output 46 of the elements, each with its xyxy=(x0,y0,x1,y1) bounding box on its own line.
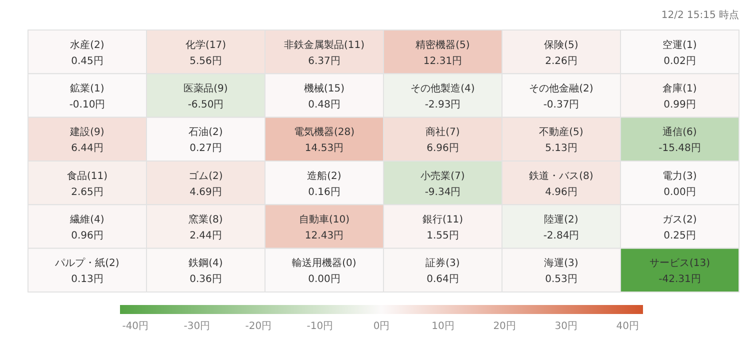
data-label: 非鉄金属製品(11) 6.37円 xyxy=(284,38,365,67)
data-label: 自動車(10) 12.43円 xyxy=(298,214,350,242)
data-label: 証券(3) 0.64円 xyxy=(426,257,460,286)
data-label: 輸送用機器(0) 0.00円 xyxy=(292,257,356,286)
color-bar-label: -30円 xyxy=(184,321,210,332)
data-label: 化学(17) 5.56円 xyxy=(185,38,226,67)
data-label: その他金融(2) -0.37円 xyxy=(529,82,594,110)
data-label: 繊維(4) 0.96円 xyxy=(69,214,104,242)
data-label: 食品(11) 2.65円 xyxy=(66,170,108,198)
data-label: 鉄道・バス(8) 4.96円 xyxy=(529,170,594,198)
data-label: 造船(2) 0.16円 xyxy=(307,170,342,198)
text: 12/2 15:15 時点 xyxy=(661,9,739,21)
data-label: 銀行(11) 1.55円 xyxy=(422,214,464,242)
color-bar-label: 0円 xyxy=(373,321,390,332)
color-bar-label: 40円 xyxy=(616,321,639,332)
data-label: 建設(9) 6.44円 xyxy=(69,126,104,154)
data-label: 保険(5) 2.26円 xyxy=(544,40,578,67)
data-label: ガス(2) 0.25円 xyxy=(662,214,697,242)
color-bar-label: -10円 xyxy=(306,321,334,332)
data-label: 倉庫(1) 0.99円 xyxy=(662,82,697,110)
data-label: 海運(3) 0.53円 xyxy=(544,257,578,286)
data-label: パルプ・紙(2) 0.13円 xyxy=(54,257,120,286)
data-label: 空運(1) 0.02円 xyxy=(662,38,697,67)
data-label: 鉄鋼(4) 0.36円 xyxy=(188,257,223,286)
data-label: 機械(15) 0.48円 xyxy=(304,82,345,110)
data-label: 商社(7) 6.96円 xyxy=(426,126,460,154)
data-label: サービス(13) -42.31円 xyxy=(649,258,710,286)
data-label: 電気機器(28) 14.53円 xyxy=(294,126,355,154)
data-label: 精密機器(5) 12.31円 xyxy=(416,38,470,67)
data-label: 窯業(8) 2.44円 xyxy=(188,214,223,242)
color-bar-label: -40円 xyxy=(122,321,149,332)
color-bar-label: 10円 xyxy=(432,321,454,332)
color-bar-label: 30円 xyxy=(554,321,578,332)
data-label: 水産(2) 0.45円 xyxy=(70,38,104,67)
data-label: 石油(2) 0.27円 xyxy=(188,126,223,154)
data-label: 小売業(7) -9.34円 xyxy=(420,170,465,198)
data-label: 不動産(5) 5.13円 xyxy=(539,126,584,154)
data-label: 医薬品(9) -6.50円 xyxy=(184,82,228,110)
color-bar-label: -20円 xyxy=(245,321,272,332)
data-label: ゴム(2) 4.69円 xyxy=(188,170,223,198)
data-label: その他製造(4) -2.93円 xyxy=(410,82,475,110)
data-label: 通信(6) -15.48円 xyxy=(658,126,701,154)
color-bar-label: 20円 xyxy=(493,321,516,332)
data-label: 陸運(2) -2.84円 xyxy=(543,214,580,242)
data-label: 電力(3) 0.00円 xyxy=(662,170,697,198)
data-label: 鉱業(1) -0.10円 xyxy=(69,82,106,110)
